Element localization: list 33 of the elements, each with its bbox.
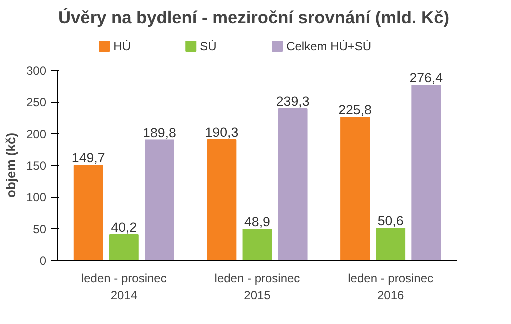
y-tick-label: 100 bbox=[26, 190, 47, 205]
legend-label: SÚ bbox=[200, 40, 217, 54]
bar bbox=[145, 140, 174, 260]
x-tick-label: leden - prosinec 2014 bbox=[81, 272, 167, 302]
y-tick-label: 150 bbox=[26, 159, 47, 173]
y-tick-label: 50 bbox=[33, 222, 47, 236]
bar bbox=[207, 139, 237, 260]
text: 149,7 bbox=[72, 150, 106, 166]
text: 190,3 bbox=[205, 124, 239, 140]
bar bbox=[278, 108, 308, 260]
text: 189,8 bbox=[143, 125, 176, 140]
bar bbox=[340, 116, 370, 260]
bar bbox=[376, 228, 406, 260]
chart-title: Úvěry na bydlení - meziroční srovnání (mld. Kč) bbox=[58, 8, 450, 28]
x-tick-label: leden - prosinec 2016 bbox=[348, 272, 434, 302]
y-tick-label: 300 bbox=[26, 64, 47, 78]
y-tick-label: 200 bbox=[26, 127, 47, 142]
y-tick-label: 0 bbox=[40, 254, 47, 268]
text: 50,6 bbox=[378, 213, 404, 228]
bar bbox=[242, 229, 272, 260]
bar bbox=[412, 84, 442, 260]
bar bbox=[109, 234, 139, 260]
y-tick-label: 250 bbox=[26, 96, 47, 110]
bar bbox=[74, 165, 104, 260]
x-tick-label: leden - prosinec 2015 bbox=[214, 272, 300, 302]
legend-label: Celkem HÚ+SÚ bbox=[286, 40, 372, 54]
y-axis-title: objem (kč) bbox=[3, 132, 18, 198]
text: 276,4 bbox=[410, 70, 444, 86]
text: 48,9 bbox=[244, 214, 270, 230]
text: 225,8 bbox=[338, 102, 372, 118]
text: 239,3 bbox=[276, 94, 310, 109]
legend-label: HÚ bbox=[114, 40, 132, 54]
text: 40,2 bbox=[111, 220, 138, 236]
